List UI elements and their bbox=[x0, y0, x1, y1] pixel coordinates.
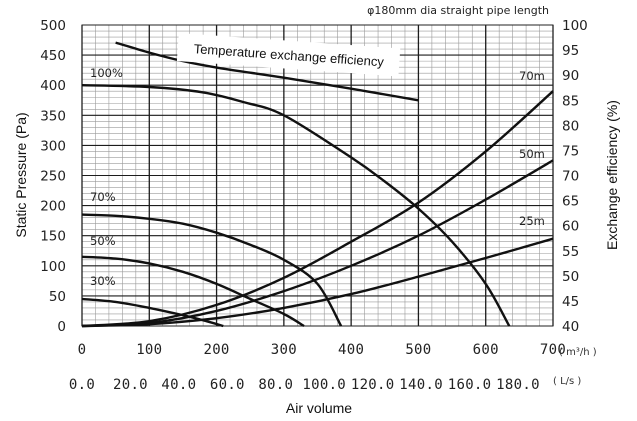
y-right-tick-label: 50 bbox=[562, 269, 579, 285]
x-tick-label-ls: 40.0 bbox=[161, 377, 196, 393]
y-left-tick-label: 500 bbox=[40, 18, 66, 34]
x-tick-label-ls: 20.0 bbox=[113, 377, 148, 393]
efficiency-curve-label-group: Temperature exchange efficiency bbox=[176, 33, 401, 77]
y-left-tick-label: 250 bbox=[40, 169, 66, 185]
y-right-tick-label: 55 bbox=[562, 244, 579, 260]
y-right-tick-label: 45 bbox=[562, 294, 579, 310]
x-axis-title: Air volume bbox=[286, 400, 352, 416]
y-right-tick-label: 70 bbox=[562, 169, 579, 185]
fan-curve-70pct bbox=[81, 213, 343, 327]
pipe-curve-70m bbox=[81, 90, 554, 328]
y-right-tick-label: 95 bbox=[562, 43, 579, 59]
y-right-tick-label: 100 bbox=[562, 18, 588, 34]
x-tick-label-m3h: 400 bbox=[338, 342, 364, 358]
x-tick-label-m3h: 300 bbox=[271, 342, 297, 358]
y-axis-left-title: Static Pressure (Pa) bbox=[13, 112, 29, 237]
y-left-tick-label: 50 bbox=[49, 289, 66, 305]
plot-frame bbox=[81, 24, 554, 327]
y-left-tick-label: 200 bbox=[40, 199, 66, 215]
y-left-tick-label: 450 bbox=[40, 48, 66, 64]
x-tick-label-ls: 180.0 bbox=[496, 377, 540, 393]
y-left-tick-label: 100 bbox=[40, 259, 66, 275]
y-left-tick-label: 150 bbox=[40, 229, 66, 245]
y-right-tick-label: 65 bbox=[562, 194, 579, 210]
x-tick-label-ls: 160.0 bbox=[448, 377, 492, 393]
fan-curve-100pct bbox=[81, 84, 511, 327]
pipe-curve-50m bbox=[81, 159, 554, 328]
fan-curve-label-70pct: 70% bbox=[90, 190, 116, 204]
x-tick-label-ls: 0.0 bbox=[69, 377, 95, 393]
pipe-curve-label-70m: 70m bbox=[519, 69, 545, 83]
x-tick-label-m3h: 700 bbox=[540, 342, 566, 358]
y-left-tick-label: 0 bbox=[57, 319, 66, 335]
x-unit-ls: ( L/s ) bbox=[553, 376, 581, 387]
y-right-tick-label: 90 bbox=[562, 68, 579, 84]
y-left-tick-label: 400 bbox=[40, 78, 66, 94]
pipe-length-note: φ180mm dia straight pipe length bbox=[367, 4, 549, 17]
pipe-curve-label-25m: 25m bbox=[519, 214, 545, 228]
fan-curve-30pct bbox=[81, 297, 224, 328]
fan-curve-label-100pct: 100% bbox=[90, 66, 123, 80]
pipe-curve-label-50m: 50m bbox=[519, 147, 545, 161]
y-right-tick-label: 80 bbox=[562, 118, 579, 134]
fan-curve-label-30pct: 30% bbox=[90, 274, 116, 288]
x-tick-label-m3h: 600 bbox=[473, 342, 499, 358]
y-left-tick-label: 350 bbox=[40, 108, 66, 124]
y-right-tick-label: 75 bbox=[562, 143, 579, 159]
x-tick-label-ls: 80.0 bbox=[258, 377, 293, 393]
x-tick-label-m3h: 500 bbox=[405, 342, 431, 358]
x-tick-label-m3h: 0 bbox=[78, 342, 87, 358]
pipe-curve-25m bbox=[81, 237, 554, 328]
x-tick-label-ls: 100.0 bbox=[302, 377, 346, 393]
fan-curve-label-50pct: 50% bbox=[90, 234, 116, 248]
x-tick-label-m3h: 200 bbox=[203, 342, 229, 358]
x-tick-label-m3h: 100 bbox=[136, 342, 162, 358]
x-tick-label-ls: 60.0 bbox=[210, 377, 245, 393]
tick-layer: 0 50 100 150 200 250 300 350 400 450 500 40 45 50 55 60… bbox=[40, 18, 588, 393]
series-layer: 70m 50m 25m 100% 70% 50% 30% Temperature exchan… bbox=[81, 33, 554, 328]
y-right-tick-label: 40 bbox=[562, 319, 579, 335]
y-left-tick-label: 300 bbox=[40, 138, 66, 154]
x-tick-label-ls: 140.0 bbox=[399, 377, 443, 393]
fan-curve-50pct bbox=[81, 255, 305, 328]
y-right-tick-label: 85 bbox=[562, 93, 579, 109]
efficiency-curve bbox=[115, 41, 419, 102]
x-tick-label-ls: 120.0 bbox=[351, 377, 395, 393]
efficiency-label-background bbox=[176, 33, 401, 77]
y-right-tick-label: 60 bbox=[562, 219, 579, 235]
y-axis-right-title: Exchange efficiency (%) bbox=[604, 100, 620, 250]
x-unit-m3h: ( m³/h ) bbox=[559, 347, 597, 358]
